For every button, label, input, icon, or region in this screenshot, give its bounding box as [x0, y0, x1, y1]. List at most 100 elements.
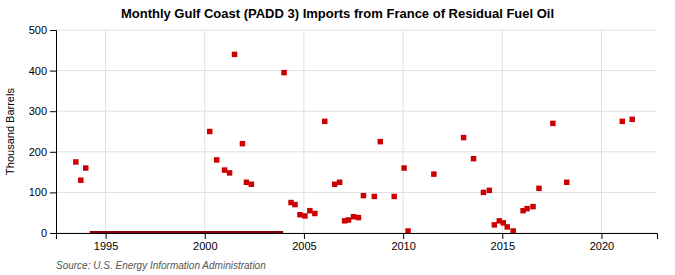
point	[530, 204, 535, 209]
tick: 500	[29, 24, 56, 36]
x-grid-line	[601, 30, 602, 233]
point	[391, 194, 396, 199]
tick-mark	[205, 233, 206, 239]
point	[83, 165, 88, 170]
tick-label: 200	[29, 146, 47, 158]
tick-label: 2005	[292, 240, 316, 252]
point	[492, 222, 497, 227]
point	[505, 224, 510, 229]
tick-label: 400	[29, 65, 47, 77]
point	[620, 119, 625, 124]
tick-label: 0	[41, 227, 47, 239]
point	[481, 190, 486, 195]
y-grid-line	[56, 192, 657, 193]
tick-label: 100	[29, 186, 47, 198]
tick-mark	[106, 233, 107, 239]
source-note: Source: U.S. Energy Information Administ…	[56, 260, 266, 271]
tick-label: 2000	[193, 240, 217, 252]
point	[292, 202, 297, 207]
title: Monthly Gulf Coast (PADD 3) Imports from…	[121, 6, 554, 21]
point	[232, 52, 237, 57]
point	[629, 117, 634, 122]
line	[90, 231, 283, 233]
point	[78, 177, 83, 182]
point	[207, 129, 212, 134]
plot: 1995 2000 2005 2010 2015 2020 0 100 200 300 400 500	[29, 24, 658, 252]
tick: 200	[29, 146, 56, 158]
tick-mark	[50, 152, 56, 153]
point	[361, 193, 366, 198]
tick: 2005	[292, 233, 316, 252]
point	[510, 228, 515, 233]
point	[227, 170, 232, 175]
y-grid-line	[56, 70, 657, 71]
point-series	[73, 52, 635, 233]
tick-label: 500	[29, 24, 47, 36]
grid	[56, 30, 657, 233]
tick: 2020	[590, 233, 614, 252]
point	[405, 228, 410, 233]
point	[346, 217, 351, 222]
tick-mark	[403, 233, 404, 239]
point	[302, 213, 307, 218]
point	[564, 180, 569, 185]
tick: 100	[29, 186, 56, 198]
tick: 400	[29, 65, 56, 77]
x-grid-line	[105, 30, 106, 233]
x-grid-line	[502, 30, 503, 233]
chart: 1995 2000 2005 2010 2015 2020 0 100 200 300 400 500…	[0, 0, 675, 275]
point	[524, 206, 529, 211]
tick: 1995	[94, 233, 118, 252]
y-grid-line	[56, 30, 657, 31]
tick-mark	[50, 192, 56, 193]
x-grid-line	[403, 30, 404, 233]
point	[461, 135, 466, 140]
y-grid-line	[56, 151, 657, 152]
tick-mark	[304, 233, 305, 239]
point	[487, 188, 492, 193]
point	[372, 194, 377, 199]
tick-mark	[50, 111, 56, 112]
point	[536, 186, 541, 191]
tick-mark	[502, 233, 503, 239]
y-axis: 0 100 200 300 400 500	[29, 24, 57, 239]
point	[240, 141, 245, 146]
point	[550, 121, 555, 126]
tick-mark	[50, 71, 56, 72]
point	[322, 119, 327, 124]
point	[401, 165, 406, 170]
tick-label: 2015	[491, 240, 515, 252]
tick-mark	[601, 233, 602, 239]
axis-line	[57, 234, 658, 240]
tick-label: 1995	[94, 240, 118, 252]
tick: 300	[29, 105, 56, 117]
y-axis-label: Thousand Barrels	[4, 88, 16, 175]
point	[471, 156, 476, 161]
point	[244, 180, 249, 185]
point	[297, 212, 302, 217]
point	[214, 157, 219, 162]
tick: 0	[41, 227, 56, 239]
tick: 2000	[193, 233, 217, 252]
axis-line	[50, 31, 57, 234]
tick: 2015	[491, 233, 515, 252]
point	[312, 211, 317, 216]
tick-mark	[50, 30, 56, 31]
point	[351, 214, 356, 219]
tick-label: 300	[29, 105, 47, 117]
tick-mark	[50, 233, 56, 234]
point	[281, 70, 286, 75]
point	[378, 139, 383, 144]
tick-label: 2010	[391, 240, 415, 252]
point	[222, 167, 227, 172]
marks	[73, 52, 635, 233]
point	[431, 171, 436, 176]
tick: 2010	[391, 233, 415, 252]
tick-label: 2020	[590, 240, 614, 252]
point	[337, 180, 342, 185]
point	[73, 159, 78, 164]
y-grid-line	[56, 111, 657, 112]
point	[249, 182, 254, 187]
x-grid-line	[204, 30, 205, 233]
point	[356, 215, 361, 220]
